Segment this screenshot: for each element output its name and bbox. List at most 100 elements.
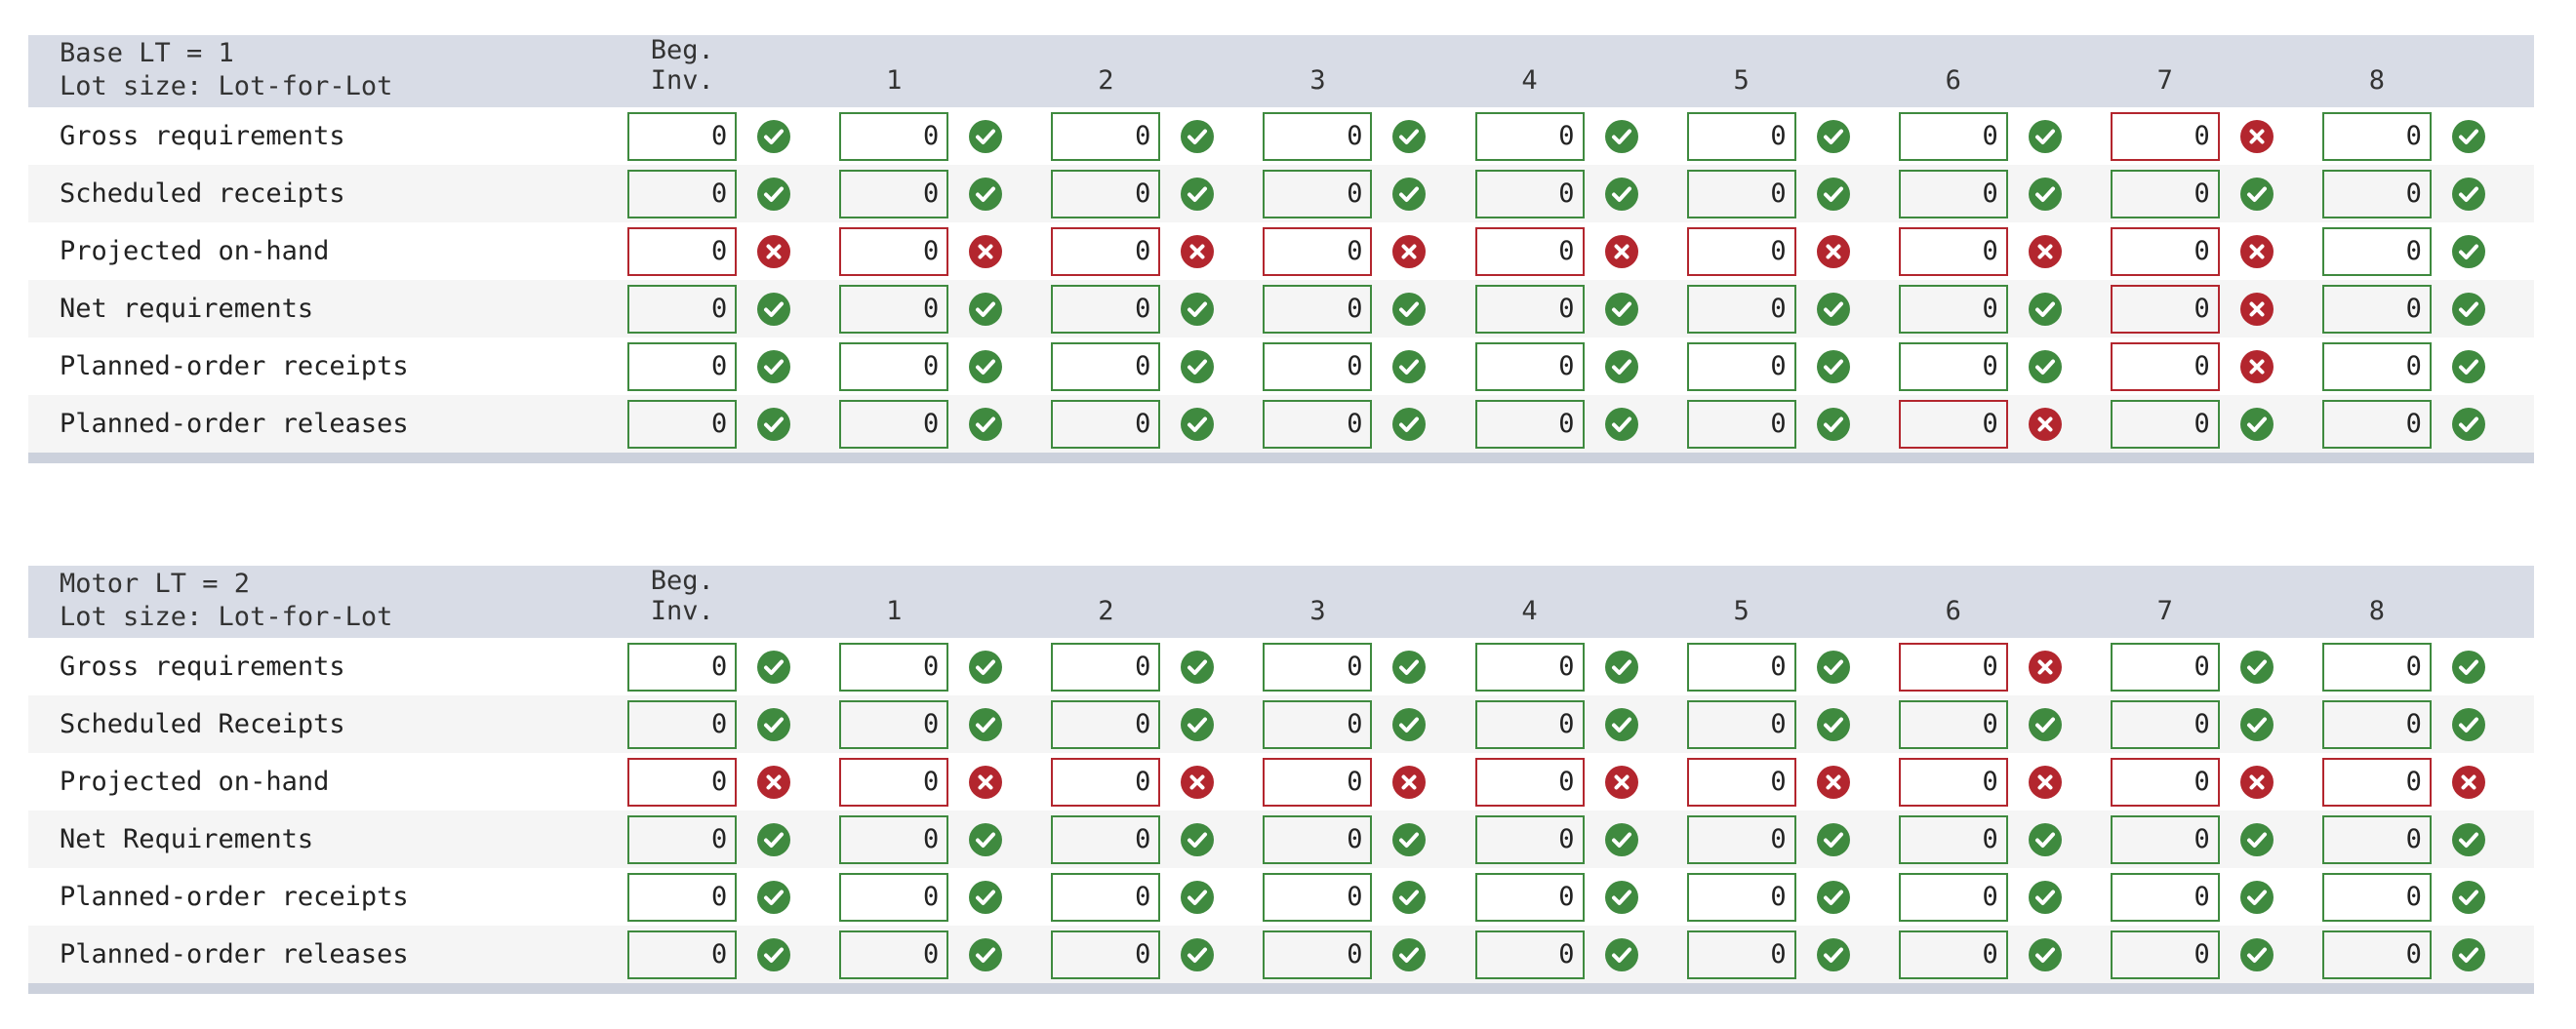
quantity-input[interactable]: [627, 284, 738, 334]
quantity-input[interactable]: [2321, 169, 2432, 218]
quantity-input[interactable]: [1898, 226, 2008, 276]
quantity-input[interactable]: [1898, 699, 2008, 749]
quantity-input[interactable]: [1263, 341, 1373, 391]
quantity-input[interactable]: [1686, 930, 1796, 979]
quantity-input[interactable]: [2110, 642, 2220, 692]
quantity-input[interactable]: [1263, 226, 1373, 276]
quantity-input[interactable]: [839, 872, 949, 922]
quantity-input[interactable]: [1474, 930, 1585, 979]
quantity-input[interactable]: [1051, 699, 1161, 749]
quantity-input[interactable]: [2321, 399, 2432, 449]
quantity-input[interactable]: [627, 226, 738, 276]
quantity-input[interactable]: [839, 757, 949, 807]
quantity-input[interactable]: [1686, 872, 1796, 922]
quantity-input[interactable]: [627, 699, 738, 749]
quantity-input[interactable]: [2321, 699, 2432, 749]
quantity-input[interactable]: [1051, 399, 1161, 449]
quantity-input[interactable]: [627, 814, 738, 864]
quantity-input[interactable]: [2110, 284, 2220, 334]
quantity-input[interactable]: [1898, 169, 2008, 218]
quantity-input[interactable]: [1898, 757, 2008, 807]
quantity-input[interactable]: [839, 699, 949, 749]
quantity-input[interactable]: [2321, 341, 2432, 391]
quantity-input[interactable]: [1898, 872, 2008, 922]
quantity-input[interactable]: [627, 111, 738, 161]
quantity-input[interactable]: [2110, 757, 2220, 807]
quantity-input[interactable]: [627, 399, 738, 449]
quantity-input[interactable]: [1686, 226, 1796, 276]
quantity-input[interactable]: [1474, 757, 1585, 807]
quantity-input[interactable]: [1263, 699, 1373, 749]
quantity-input[interactable]: [627, 930, 738, 979]
quantity-input[interactable]: [1263, 642, 1373, 692]
quantity-input[interactable]: [1686, 757, 1796, 807]
quantity-input[interactable]: [1474, 284, 1585, 334]
quantity-input[interactable]: [839, 642, 949, 692]
quantity-input[interactable]: [627, 642, 738, 692]
quantity-input[interactable]: [1898, 284, 2008, 334]
quantity-input[interactable]: [1263, 757, 1373, 807]
quantity-input[interactable]: [627, 169, 738, 218]
quantity-input[interactable]: [1051, 872, 1161, 922]
quantity-input[interactable]: [1474, 111, 1585, 161]
quantity-input[interactable]: [2110, 169, 2220, 218]
quantity-input[interactable]: [2110, 341, 2220, 391]
quantity-input[interactable]: [2321, 111, 2432, 161]
quantity-input[interactable]: [839, 284, 949, 334]
quantity-input[interactable]: [2321, 814, 2432, 864]
quantity-input[interactable]: [1474, 642, 1585, 692]
quantity-input[interactable]: [1474, 814, 1585, 864]
quantity-input[interactable]: [2110, 111, 2220, 161]
quantity-input[interactable]: [2110, 226, 2220, 276]
quantity-input[interactable]: [1263, 930, 1373, 979]
quantity-input[interactable]: [839, 341, 949, 391]
quantity-input[interactable]: [1686, 642, 1796, 692]
quantity-input[interactable]: [1474, 169, 1585, 218]
quantity-input[interactable]: [1686, 169, 1796, 218]
quantity-input[interactable]: [1263, 814, 1373, 864]
quantity-input[interactable]: [1686, 284, 1796, 334]
quantity-input[interactable]: [1898, 111, 2008, 161]
quantity-input[interactable]: [1051, 111, 1161, 161]
quantity-input[interactable]: [1686, 399, 1796, 449]
quantity-input[interactable]: [839, 814, 949, 864]
quantity-input[interactable]: [2110, 872, 2220, 922]
quantity-input[interactable]: [1051, 642, 1161, 692]
quantity-input[interactable]: [1051, 757, 1161, 807]
quantity-input[interactable]: [839, 399, 949, 449]
quantity-input[interactable]: [1263, 872, 1373, 922]
quantity-input[interactable]: [1474, 341, 1585, 391]
quantity-input[interactable]: [1898, 642, 2008, 692]
quantity-input[interactable]: [1051, 169, 1161, 218]
quantity-input[interactable]: [1051, 341, 1161, 391]
quantity-input[interactable]: [1686, 814, 1796, 864]
quantity-input[interactable]: [2110, 814, 2220, 864]
quantity-input[interactable]: [1051, 930, 1161, 979]
quantity-input[interactable]: [1898, 399, 2008, 449]
quantity-input[interactable]: [1263, 111, 1373, 161]
quantity-input[interactable]: [2110, 699, 2220, 749]
quantity-input[interactable]: [2321, 930, 2432, 979]
quantity-input[interactable]: [627, 341, 738, 391]
quantity-input[interactable]: [627, 757, 738, 807]
quantity-input[interactable]: [839, 169, 949, 218]
quantity-input[interactable]: [839, 111, 949, 161]
quantity-input[interactable]: [1263, 169, 1373, 218]
quantity-input[interactable]: [1474, 699, 1585, 749]
quantity-input[interactable]: [1051, 226, 1161, 276]
quantity-input[interactable]: [839, 930, 949, 979]
quantity-input[interactable]: [1898, 341, 2008, 391]
quantity-input[interactable]: [1898, 930, 2008, 979]
quantity-input[interactable]: [1686, 341, 1796, 391]
quantity-input[interactable]: [1686, 699, 1796, 749]
quantity-input[interactable]: [1474, 226, 1585, 276]
quantity-input[interactable]: [1051, 814, 1161, 864]
quantity-input[interactable]: [627, 872, 738, 922]
quantity-input[interactable]: [839, 226, 949, 276]
quantity-input[interactable]: [2321, 757, 2432, 807]
quantity-input[interactable]: [1263, 284, 1373, 334]
quantity-input[interactable]: [1686, 111, 1796, 161]
quantity-input[interactable]: [2321, 284, 2432, 334]
quantity-input[interactable]: [2110, 930, 2220, 979]
quantity-input[interactable]: [1263, 399, 1373, 449]
